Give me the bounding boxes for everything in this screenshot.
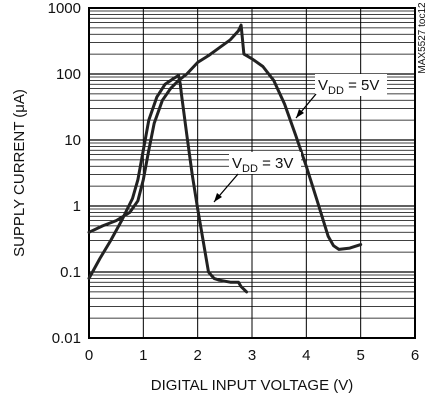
series-line-vdd-3v (87, 74, 249, 294)
series-label-vdd-3v: VDD = 3V (213, 152, 301, 203)
x-tick-label: 6 (411, 347, 419, 364)
arrowhead-3v (214, 193, 222, 202)
x-tick-label: 4 (302, 347, 310, 364)
series-label-bg-3v (229, 152, 301, 174)
x-tick-label: 0 (85, 347, 93, 364)
y-tick-label: 10 (64, 132, 81, 149)
series-lines (87, 23, 363, 294)
y-tick-label: 0.1 (60, 264, 81, 281)
y-tick-label: 1000 (48, 0, 81, 17)
series-label-bg-5v (315, 74, 387, 96)
x-tick-label: 5 (356, 347, 364, 364)
tick-labels: 0 1 2 3 4 5 6 0.01 0.1 1 10 100 1000 (48, 0, 420, 364)
series-label-vdd-3v-text: VDD = 3V (232, 155, 293, 175)
arrowhead-5v (296, 109, 304, 118)
y-tick-label: 0.01 (52, 330, 81, 347)
y-tick-label: 100 (56, 66, 81, 83)
x-axis-label: DIGITAL INPUT VOLTAGE (V) (151, 377, 354, 394)
y-axis-label: SUPPLY CURRENT (μA) (11, 89, 28, 257)
x-tick-label: 1 (139, 347, 147, 364)
series-label-vdd-5v-text: VDD = 5V (318, 77, 379, 97)
series-line-vdd-5v (87, 23, 363, 251)
x-tick-label: 3 (248, 347, 256, 364)
figure-code: MAX5527 toc12 (417, 2, 428, 74)
plot-frame (88, 7, 416, 339)
y-tick-label: 1 (73, 198, 81, 215)
series-label-vdd-5v: VDD = 5V (295, 74, 387, 119)
x-tick-label: 2 (193, 347, 201, 364)
